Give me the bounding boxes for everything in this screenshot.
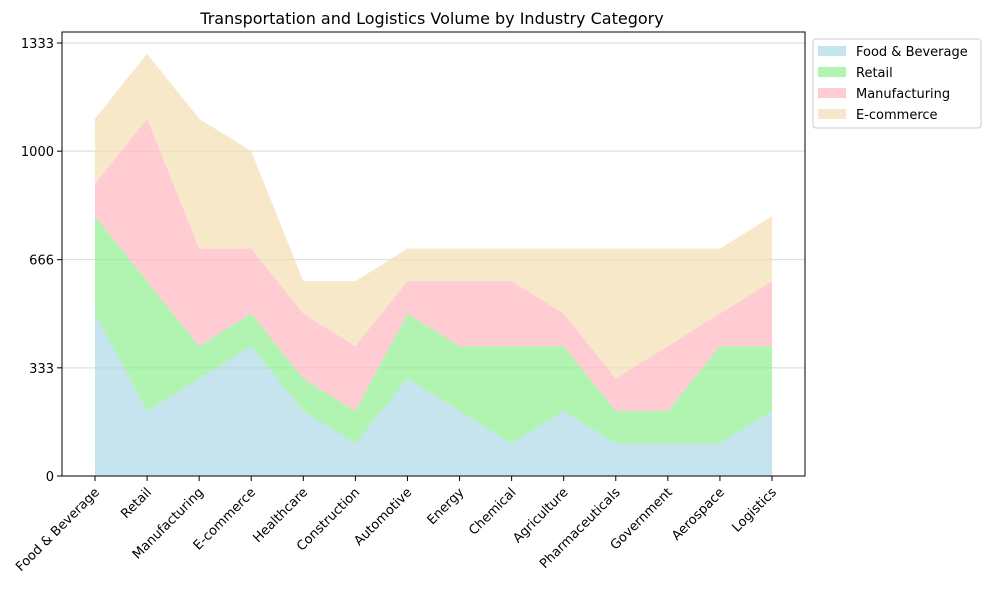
y-tick-label-1: 333 bbox=[29, 362, 54, 377]
x-tick-label-1: Retail bbox=[118, 485, 155, 522]
legend-swatch-1 bbox=[818, 67, 846, 77]
legend-label-0: Food & Beverage bbox=[856, 45, 968, 60]
plot-frame bbox=[61, 31, 806, 477]
x-tick-label-0: Food & Beverage bbox=[13, 485, 103, 575]
y-tick-label-3: 1000 bbox=[21, 145, 54, 160]
y-tick-label-2: 666 bbox=[29, 254, 54, 269]
legend-swatch-3 bbox=[818, 109, 846, 119]
legend-label-3: E-commerce bbox=[856, 108, 938, 123]
y-axis-ticks: 0 333 666 1000 1333 bbox=[21, 37, 62, 485]
x-tick-label-8: Chemical bbox=[466, 485, 519, 538]
y-tick-label-0: 0 bbox=[46, 470, 54, 485]
legend-swatch-2 bbox=[818, 88, 846, 98]
chart-title: Transportation and Logistics Volume by I… bbox=[199, 9, 663, 28]
x-tick-label-12: Aerospace bbox=[669, 485, 728, 544]
y-tick-label-4: 1333 bbox=[21, 37, 54, 52]
legend-box bbox=[812, 38, 982, 129]
legend-label-1: Retail bbox=[856, 66, 893, 81]
area-series-1 bbox=[95, 216, 772, 444]
area-series-3 bbox=[95, 53, 772, 379]
x-axis-ticks: Food & Beverage RetailManufacturingE-comm… bbox=[13, 476, 780, 575]
area-series-2 bbox=[95, 118, 772, 412]
area-series bbox=[95, 53, 772, 476]
legend-swatch-0 bbox=[818, 46, 846, 56]
legend-label-2: Manufacturing bbox=[856, 87, 950, 102]
legend: Food & Beverage Retail Manufacturing E-comm… bbox=[812, 38, 982, 129]
x-tick-label-13: Logistics bbox=[729, 485, 780, 536]
area-series-0 bbox=[95, 313, 772, 476]
x-tick-label-7: Energy bbox=[425, 485, 468, 528]
